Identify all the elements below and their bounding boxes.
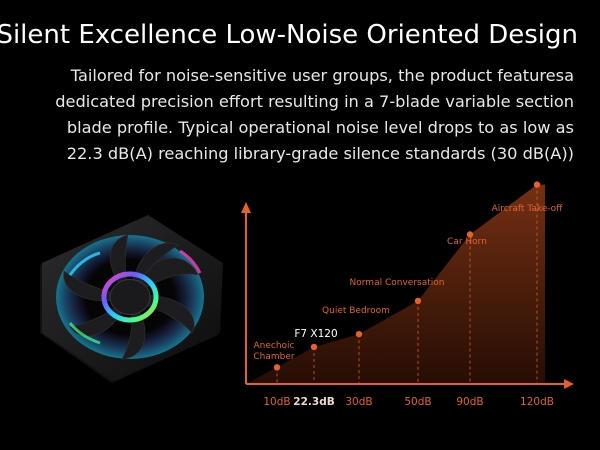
x-tick-label: 120dB [520,396,554,408]
point-label: Anechoic Chamber [253,341,295,362]
point-label: Car Horn [447,237,487,247]
rgb-ring [101,271,159,323]
data-point [533,181,541,188]
point-label: F7 X120 [294,328,337,340]
y-axis-arrow [241,202,251,213]
x-tick-label: 30dB [345,396,372,408]
data-point [310,343,318,351]
point-label-line: Normal Conversation [350,278,445,288]
fan-hub [109,279,151,315]
x-tick-label: 10dB [263,396,290,408]
description: Tailored for noise-sensitive user groups… [14,63,574,167]
point-label-line: Quiet Bedroom [322,306,390,316]
x-tick-label: 90dB [456,396,483,408]
description-line: 22.3 dB(A) reaching library-grade silenc… [66,144,574,163]
fan-image [40,215,223,383]
data-point [355,330,363,338]
point-label-line: F7 X120 [294,328,337,340]
point-label-line: Anechoic [253,341,294,351]
x-tick-label: 50dB [404,396,431,408]
page-title: Silent Excellence Low-Noise Oriented Des… [0,20,578,50]
data-point [414,297,422,305]
point-label: Quiet Bedroom [322,306,390,316]
description-line: Tailored for noise-sensitive user groups… [70,66,574,85]
x-axis-arrow [564,379,574,389]
description-line: dedicated precision effort resulting in … [55,92,574,111]
point-label-line: Car Horn [447,237,487,247]
point-label-line: Aircraft Take-off [492,204,564,214]
description-line: blade profile. Typical operational noise… [66,118,574,137]
point-label-line: Chamber [253,352,295,362]
point-label: Normal Conversation [350,278,445,288]
data-point [273,364,281,371]
point-label: Aircraft Take-off [492,204,564,214]
data-point [466,231,474,238]
x-tick-label: 22.3dB [293,396,334,408]
